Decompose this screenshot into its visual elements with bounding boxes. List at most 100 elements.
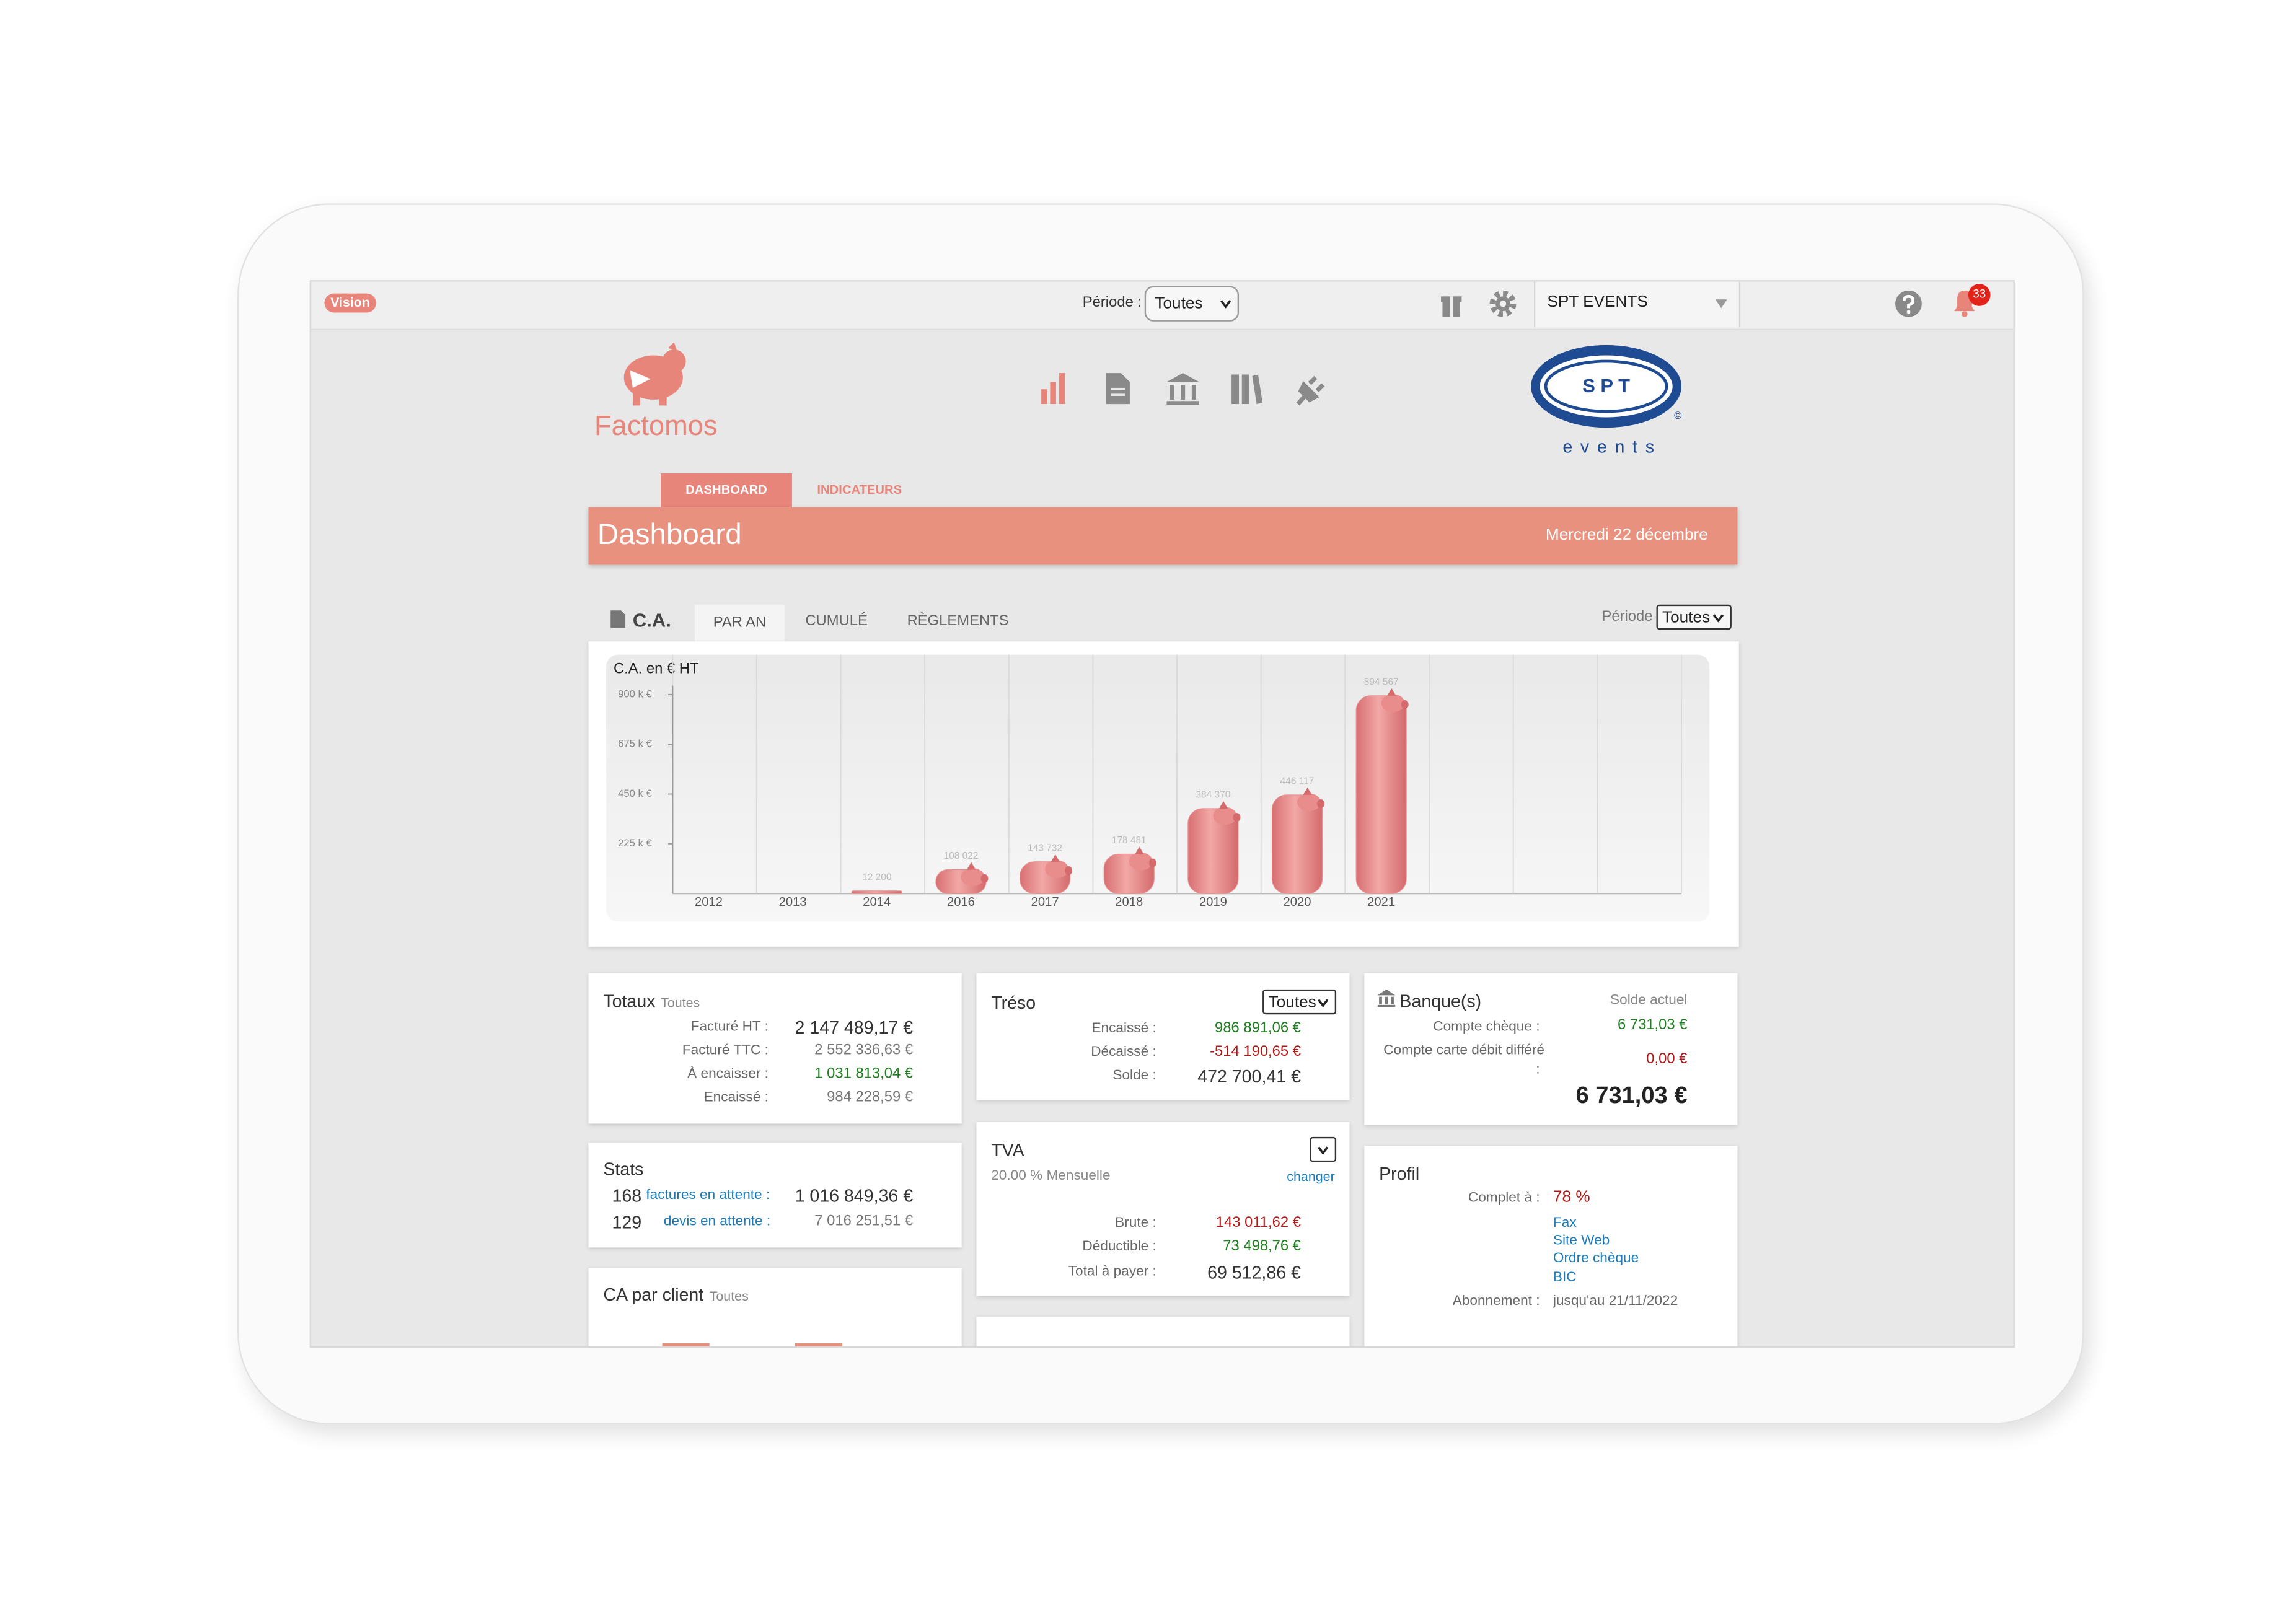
y-tick-label: 900 k € <box>618 688 652 700</box>
profile-complete-label: Complet à : <box>1468 1190 1540 1206</box>
tva-subtitle: 20.00 % Mensuelle <box>991 1167 1111 1184</box>
treso-filter: Toutes <box>1268 993 1316 1011</box>
pig-snout <box>1148 858 1156 867</box>
period-select[interactable]: Toutes <box>1144 286 1240 322</box>
x-tick-label: 2013 <box>779 895 807 909</box>
row-value: 986 891,06 € <box>1215 1020 1301 1037</box>
plot-area <box>606 654 1710 922</box>
card-filter: Toutes <box>661 995 700 1011</box>
profile-missing-link[interactable]: Fax <box>1553 1214 1577 1232</box>
tab-indicateurs[interactable]: INDICATEURS <box>817 482 902 497</box>
nav-plugins-icon[interactable] <box>1296 375 1325 406</box>
row-value: 6 731,03 € <box>1618 1017 1688 1034</box>
pig-head <box>961 868 985 886</box>
row-value: 0,00 € <box>1646 1051 1688 1068</box>
tva-card: TVA 20.00 % Mensuelle changer Brute : 14… <box>976 1122 1350 1296</box>
row-label: Brute : <box>1115 1214 1156 1232</box>
gift-icon[interactable] <box>1440 291 1463 320</box>
profile-missing-link[interactable]: Ordre chèque <box>1553 1250 1639 1267</box>
row-label: Facturé TTC : <box>682 1042 769 1059</box>
value-label: 108 022 <box>944 851 979 861</box>
legend-swatch <box>795 1343 842 1346</box>
stat-link[interactable]: devis en attente : <box>663 1213 771 1230</box>
select-arrow <box>1712 613 1724 622</box>
notification-count: 33 <box>1973 287 1986 301</box>
card-filter: Toutes <box>709 1288 749 1304</box>
nav-documents-icon[interactable] <box>1106 373 1130 405</box>
bar <box>851 890 902 894</box>
vision-badge[interactable]: Vision <box>324 293 376 313</box>
top-bar: Vision Période : Toutes SPT EVENTS 33 <box>311 281 2014 331</box>
company-arrow <box>1715 299 1727 309</box>
pig-snout <box>980 874 989 884</box>
nav-archive-icon[interactable] <box>1231 374 1263 405</box>
stat-value: 7 016 251,51 € <box>814 1213 914 1230</box>
row-label: Solde : <box>1112 1067 1156 1084</box>
card-title: Totaux <box>603 991 656 1012</box>
row-value: 984 228,59 € <box>827 1089 914 1106</box>
x-tick-label: 2019 <box>1199 895 1227 909</box>
company-select[interactable]: SPT EVENTS <box>1533 281 1741 328</box>
brand-pig-logo <box>623 342 686 406</box>
header-date: Mercredi 22 décembre <box>1545 526 1708 545</box>
tva-change-link[interactable]: changer <box>1287 1169 1335 1184</box>
pig-snout <box>1065 866 1073 876</box>
client-logo-mark: © <box>1674 411 1682 422</box>
x-tick-label: 2014 <box>863 895 891 909</box>
pig-ear <box>1218 801 1228 809</box>
pig-ear <box>1303 788 1312 795</box>
select-arrow <box>1220 300 1231 309</box>
pig-ear <box>1387 688 1396 696</box>
x-tick-label: 2012 <box>695 895 723 909</box>
row-label: : <box>1536 1061 1540 1078</box>
pig-head <box>1381 694 1405 713</box>
value-label: 384 370 <box>1196 790 1230 801</box>
ca-period-select[interactable]: Toutes <box>1656 604 1732 630</box>
help-icon[interactable] <box>1894 289 1924 318</box>
company-name: SPT EVENTS <box>1547 293 1648 312</box>
profile-missing-link[interactable]: BIC <box>1553 1270 1577 1286</box>
balance-label: Solde actuel <box>1610 992 1688 1009</box>
totaux-card: Totaux Toutes Facturé HT : 2 147 489,17 … <box>588 973 962 1124</box>
period-value: Toutes <box>1155 294 1203 313</box>
pig-head <box>1213 807 1237 825</box>
pig-ear <box>966 862 976 870</box>
row-label: Total à payer : <box>1068 1263 1156 1280</box>
subscription-value: jusqu'au 21/11/2022 <box>1553 1293 1678 1310</box>
bell-icon[interactable] <box>1949 282 1993 323</box>
value-label: 12 200 <box>862 872 891 882</box>
ca-tab[interactable]: RÈGLEMENTS <box>907 613 1009 630</box>
dashboard-header: Dashboard Mercredi 22 décembre <box>588 507 1738 565</box>
row-value: 69 512,86 € <box>1207 1262 1301 1283</box>
tab-dashboard[interactable]: DASHBOARD <box>661 473 792 507</box>
row-label: Encaissé : <box>1091 1020 1156 1037</box>
profil-card: Profil Complet à : 78 % Fax Site Web Ord… <box>1364 1146 1738 1346</box>
profile-missing-link[interactable]: Site Web <box>1553 1232 1610 1249</box>
ca-tab-label: PAR AN <box>713 615 767 631</box>
ca-icon <box>610 610 626 628</box>
x-tick-label: 2017 <box>1031 895 1059 909</box>
settings-icon[interactable] <box>1488 289 1518 318</box>
ca-tab-active[interactable]: PAR AN <box>694 604 785 642</box>
nav-stats-icon[interactable] <box>1041 373 1065 405</box>
stat-count: 168 <box>612 1185 642 1206</box>
client-logo <box>1531 345 1681 428</box>
period-label: Période : <box>1082 294 1142 312</box>
pig-ear <box>1135 846 1144 854</box>
treso-filter-select[interactable]: Toutes <box>1262 989 1337 1015</box>
x-tick-label: 2021 <box>1367 895 1395 909</box>
client-logo-word: e v e n t s <box>1562 436 1656 457</box>
y-axis-label: C.A. en € HT <box>614 661 698 677</box>
stat-link[interactable]: factures en attente : <box>646 1187 770 1203</box>
pig-snout <box>1401 700 1409 709</box>
stats-card: Stats 168 factures en attente : 1 016 84… <box>588 1143 962 1248</box>
bar <box>1355 695 1407 894</box>
row-label: À encaisser : <box>687 1066 769 1082</box>
ca-tab[interactable]: CUMULÉ <box>805 613 868 630</box>
nav-bank-icon[interactable] <box>1166 373 1199 405</box>
tva-select[interactable] <box>1310 1136 1337 1162</box>
ca-period-value: Toutes <box>1662 608 1711 626</box>
pig-head <box>1297 793 1321 812</box>
